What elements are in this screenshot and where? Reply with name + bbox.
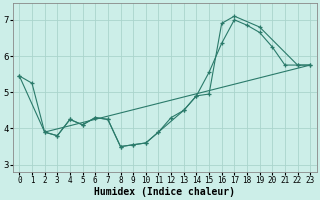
X-axis label: Humidex (Indice chaleur): Humidex (Indice chaleur) (94, 186, 235, 197)
